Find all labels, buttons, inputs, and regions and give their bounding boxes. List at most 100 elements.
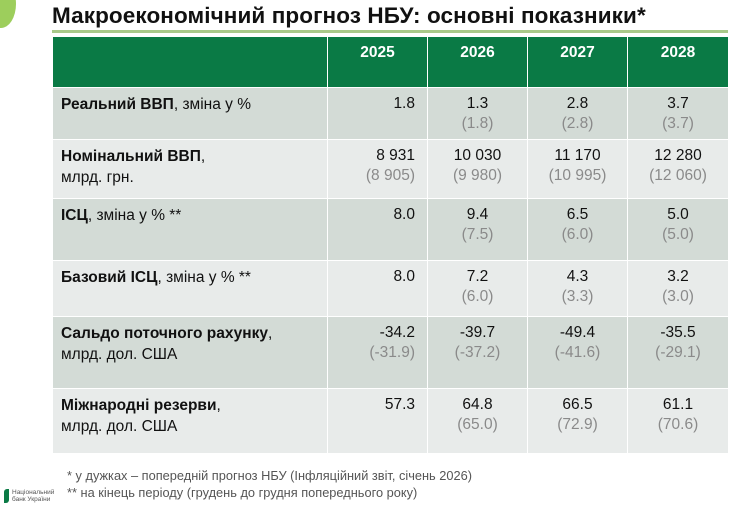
table-row: Номінальний ВВП, млрд. грн. 8 931 (8 905) 10… xyxy=(52,139,729,199)
indicator-unit: , зміна у % ** xyxy=(87,207,182,224)
header-year: 2028 xyxy=(627,36,729,88)
header-label-cell xyxy=(52,36,328,88)
table-row: Базовий ІСЦ, зміна у % ** 8.0 7.2 (6.0) 4.3 (… xyxy=(52,260,729,317)
current-forecast: 4.3 xyxy=(566,268,589,285)
footnote: ** на кінець періоду (грудень до грудня … xyxy=(67,485,418,500)
previous-forecast: (3.3) xyxy=(561,288,594,305)
indicator-name: Базовий ІСЦ xyxy=(61,269,158,286)
current-forecast: 64.8 xyxy=(462,396,493,413)
indicator-name: Номінальний ВВП xyxy=(61,148,201,165)
nbu-logo: Національний банк України xyxy=(4,489,54,503)
indicator-unit: , xyxy=(216,397,221,414)
value-cell: 10 030 (9 980) xyxy=(427,139,528,199)
table-row: Сальдо поточного рахунку, млрд. дол. США -… xyxy=(52,316,729,389)
indicator-label: ІСЦ, зміна у % ** xyxy=(52,198,328,261)
previous-forecast: (10 995) xyxy=(548,167,607,184)
current-forecast: 9.4 xyxy=(466,206,489,223)
value-cell: 3.2 (3.0) xyxy=(627,260,729,317)
current-forecast: 12 280 xyxy=(654,147,702,164)
value-cell: -39.7 (-37.2) xyxy=(427,316,528,389)
indicator-label: Міжнародні резерви, млрд. дол. США xyxy=(52,388,328,454)
previous-forecast: (-37.2) xyxy=(454,344,501,361)
indicator-unit-line2: млрд. дол. США xyxy=(61,418,178,435)
logo-line2: банк України xyxy=(12,496,51,503)
current-forecast: 5.0 xyxy=(667,206,689,223)
current-forecast: -39.7 xyxy=(459,324,496,341)
footnotes: * у дужках – попередній прогноз НБУ (Інф… xyxy=(67,467,472,501)
previous-forecast: (65.0) xyxy=(457,416,498,433)
forecast-table: 2025 2026 2027 2028 Реальний ВВП, зміна … xyxy=(52,36,729,454)
table-header-row: 2025 2026 2027 2028 xyxy=(52,36,729,88)
previous-forecast: (8 905) xyxy=(365,167,415,184)
current-forecast: 3.2 xyxy=(667,268,689,285)
table-row: ІСЦ, зміна у % ** 8.0 9.4 (7.5) 6.5 (6.0) 5.0 (… xyxy=(52,198,729,261)
previous-forecast: (6.0) xyxy=(461,288,494,305)
indicator-unit: , xyxy=(268,325,273,342)
previous-forecast: (-41.6) xyxy=(554,344,601,361)
value-cell: 8.0 xyxy=(327,198,428,261)
previous-forecast: (3.0) xyxy=(662,288,694,305)
indicator-unit: , xyxy=(200,148,206,165)
indicator-name: Сальдо поточного рахунку xyxy=(61,325,269,342)
current-forecast: 57.3 xyxy=(384,396,415,413)
value-cell: 9.4 (7.5) xyxy=(427,198,528,261)
header-year: 2026 xyxy=(427,36,528,88)
indicator-name: Реальний ВВП xyxy=(61,96,174,113)
value-cell: -49.4 (-41.6) xyxy=(527,316,628,389)
previous-forecast: (70.6) xyxy=(657,416,699,433)
current-forecast: -34.2 xyxy=(379,324,415,341)
previous-forecast: (1.8) xyxy=(461,115,494,132)
indicator-name: ІСЦ xyxy=(61,207,88,224)
indicator-label: Базовий ІСЦ, зміна у % ** xyxy=(52,260,328,317)
table-row: Реальний ВВП, зміна у % 1.8 1.3 (1.8) 2.8 (2.… xyxy=(52,87,729,140)
value-cell: -35.5 (-29.1) xyxy=(627,316,729,389)
current-forecast: 10 030 xyxy=(453,147,502,164)
indicator-name: Міжнародні резерви xyxy=(61,397,217,414)
current-forecast: 3.7 xyxy=(667,95,689,112)
previous-forecast: (7.5) xyxy=(461,226,494,243)
previous-forecast: (9 980) xyxy=(452,167,503,184)
title-underline xyxy=(52,30,728,33)
value-cell: 1.3 (1.8) xyxy=(427,87,528,140)
previous-forecast: (-31.9) xyxy=(369,344,415,361)
value-cell: 1.8 xyxy=(327,87,428,140)
current-forecast: 8.0 xyxy=(393,206,415,223)
value-cell: 66.5 (72.9) xyxy=(527,388,628,454)
indicator-unit: , зміна у % ** xyxy=(157,269,251,286)
current-forecast: 11 170 xyxy=(554,147,601,164)
value-cell: 12 280 (12 060) xyxy=(627,139,729,199)
header-year: 2025 xyxy=(327,36,428,88)
value-cell: -34.2 (-31.9) xyxy=(327,316,428,389)
table-row: Міжнародні резерви, млрд. дол. США 57.3 64.… xyxy=(52,388,729,454)
previous-forecast: (5.0) xyxy=(662,226,694,243)
previous-forecast: (12 060) xyxy=(649,167,707,184)
page-title: Макроекономічний прогноз НБУ: основні по… xyxy=(52,3,646,28)
nbu-logo-icon xyxy=(4,489,9,503)
value-cell: 8 931 (8 905) xyxy=(327,139,428,199)
indicator-unit: , зміна у % xyxy=(173,96,251,113)
logo-line1: Національний xyxy=(12,489,55,496)
value-cell: 57.3 xyxy=(327,388,428,454)
indicator-label: Номінальний ВВП, млрд. грн. xyxy=(52,139,328,199)
value-cell: 4.3 (3.3) xyxy=(527,260,628,317)
previous-forecast: (72.9) xyxy=(557,416,598,433)
header-year: 2027 xyxy=(527,36,628,88)
previous-forecast: (6.0) xyxy=(561,226,594,243)
current-forecast: 61.1 xyxy=(662,396,694,413)
value-cell: 6.5 (6.0) xyxy=(527,198,628,261)
corner-decoration xyxy=(0,0,16,28)
previous-forecast: (-29.1) xyxy=(655,344,701,361)
indicator-label: Реальний ВВП, зміна у % xyxy=(52,87,328,140)
value-cell: 11 170 (10 995) xyxy=(527,139,628,199)
current-forecast: -35.5 xyxy=(660,324,696,341)
footnote: * у дужках – попередній прогноз НБУ (Інф… xyxy=(67,468,473,483)
current-forecast: 66.5 xyxy=(562,396,593,413)
previous-forecast: (3.7) xyxy=(662,115,694,132)
previous-forecast: (2.8) xyxy=(561,115,594,132)
current-forecast: 1.3 xyxy=(466,95,489,112)
current-forecast: 7.2 xyxy=(466,268,489,285)
value-cell: 3.7 (3.7) xyxy=(627,87,729,140)
current-forecast: 6.5 xyxy=(566,206,589,223)
current-forecast: 2.8 xyxy=(566,95,589,112)
value-cell: 8.0 xyxy=(327,260,428,317)
